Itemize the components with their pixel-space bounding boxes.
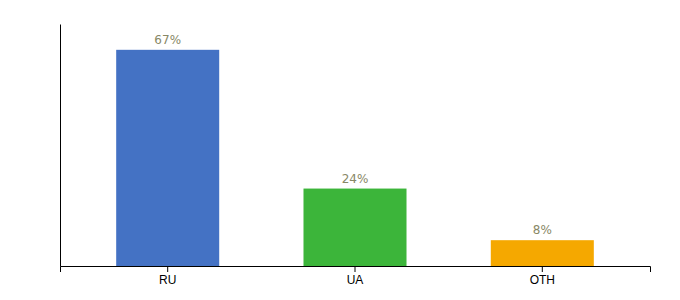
x-tick: UA (347, 266, 364, 287)
x-tick-mark (542, 266, 543, 272)
x-tick-label: OTH (530, 273, 555, 287)
x-tick: OTH (530, 266, 555, 287)
bar (491, 240, 594, 266)
plot: 67% 24% 8% RU UA OTH (61, 25, 651, 287)
chart: 67% 24% 8% RU UA OTH (0, 0, 680, 300)
data-label: 67% (154, 33, 181, 47)
x-tick-label: UA (347, 273, 364, 287)
bar (303, 189, 406, 266)
x-tick: RU (159, 266, 176, 287)
data-labels: 67% 24% 8% (154, 33, 551, 237)
y-axis-line (60, 25, 61, 267)
x-tick-mark (167, 266, 168, 272)
bar (116, 50, 219, 266)
data-label: 24% (342, 172, 369, 186)
data-label: 8% (533, 223, 552, 237)
y-axis (60, 25, 61, 267)
bars (116, 50, 594, 266)
x-tick-mark (355, 266, 356, 272)
x-axis-line (61, 267, 651, 273)
x-tick-label: RU (159, 273, 176, 287)
x-axis: RU UA OTH (61, 266, 651, 287)
